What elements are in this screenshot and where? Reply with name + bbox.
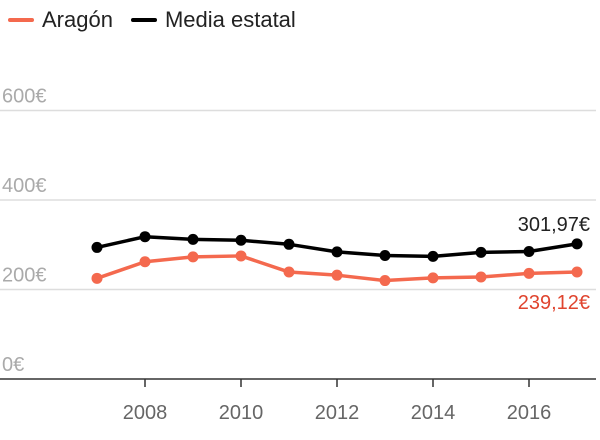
end-labels: 239,12€ 301,97€ bbox=[518, 214, 590, 314]
legend-label-media-estatal: Media estatal bbox=[164, 7, 296, 32]
data-point bbox=[331, 246, 343, 258]
data-point bbox=[235, 250, 247, 262]
x-tick-label: 2008 bbox=[123, 402, 168, 424]
data-point bbox=[571, 266, 583, 278]
data-point bbox=[379, 275, 391, 287]
data-point bbox=[187, 251, 199, 263]
data-point bbox=[427, 250, 439, 262]
end-value-label: 301,97€ bbox=[518, 214, 590, 236]
data-point bbox=[283, 266, 295, 278]
data-point bbox=[523, 267, 535, 279]
data-point bbox=[139, 256, 151, 268]
data-point bbox=[379, 249, 391, 261]
data-point bbox=[283, 238, 295, 250]
legend-swatch-media-estatal bbox=[130, 18, 157, 22]
data-point bbox=[523, 245, 535, 257]
y-tick-label: 400€ bbox=[2, 175, 47, 197]
y-axis-ticks: 0€ 200€ 400€ 600€ bbox=[2, 86, 47, 377]
data-point bbox=[139, 231, 151, 243]
data-point bbox=[91, 241, 103, 253]
data-point bbox=[331, 269, 343, 281]
x-axis: 2008 2010 2012 2014 2016 bbox=[0, 378, 596, 424]
series-layer bbox=[91, 231, 583, 287]
data-point bbox=[475, 246, 487, 258]
data-point bbox=[187, 233, 199, 245]
data-point bbox=[91, 272, 103, 284]
legend-label-aragon: Aragón bbox=[42, 7, 113, 32]
y-tick-label: 200€ bbox=[2, 265, 47, 287]
legend-swatch-aragon bbox=[8, 18, 34, 22]
legend-item-aragon: Aragón bbox=[8, 7, 113, 33]
x-tick-label: 2014 bbox=[411, 402, 456, 424]
data-point bbox=[235, 234, 247, 246]
end-value-label: 239,12€ bbox=[518, 292, 590, 314]
x-tick-label: 2012 bbox=[315, 402, 360, 424]
y-tick-label: 600€ bbox=[2, 86, 47, 108]
data-point bbox=[571, 238, 583, 250]
x-tick-label: 2016 bbox=[507, 402, 552, 424]
legend-item-media-estatal: Media estatal bbox=[130, 7, 296, 33]
chart-legend: Aragón Media estatal bbox=[8, 4, 296, 36]
data-point bbox=[475, 271, 487, 283]
gridlines bbox=[0, 109, 596, 291]
x-tick-label: 2010 bbox=[219, 402, 264, 424]
data-point bbox=[427, 272, 439, 284]
y-tick-label: 0€ bbox=[2, 354, 24, 376]
